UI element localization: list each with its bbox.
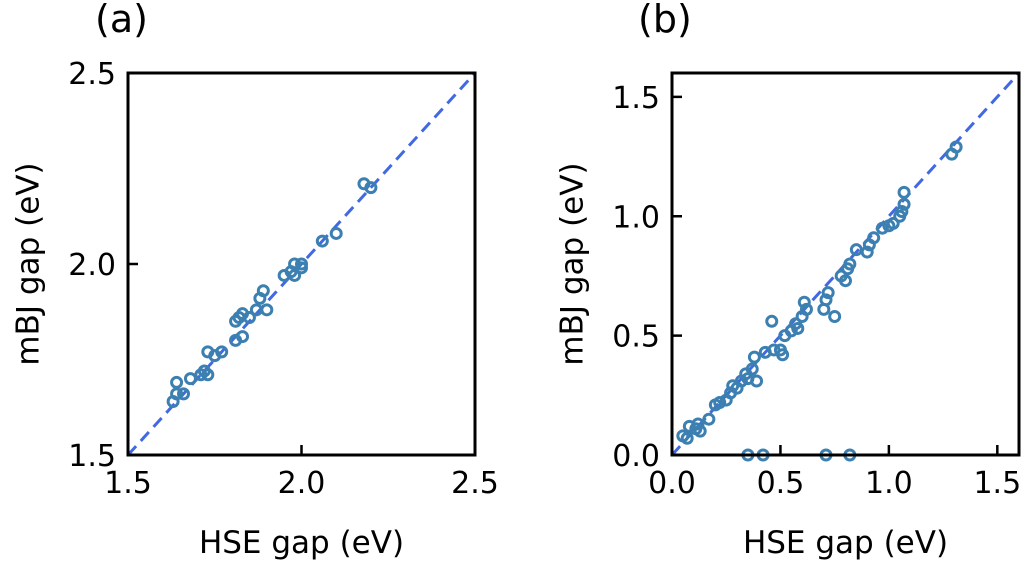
panel-b-x-tick-label: 1.0 xyxy=(865,466,913,501)
data-point xyxy=(702,412,716,426)
data-point xyxy=(949,140,963,154)
panel-a-x-tick-label: 1.5 xyxy=(104,466,152,501)
data-point xyxy=(776,348,790,362)
data-point xyxy=(183,372,197,386)
panel-a-y-tick-label: 1.5 xyxy=(68,439,116,474)
data-point xyxy=(693,424,707,438)
data-point xyxy=(791,321,805,335)
data-point xyxy=(315,234,329,248)
data-point xyxy=(177,387,191,401)
data-point xyxy=(821,286,835,300)
panel-a-plot-frame xyxy=(126,71,477,457)
data-point xyxy=(745,362,759,376)
data-point xyxy=(897,185,911,199)
data-point xyxy=(260,303,274,317)
data-point xyxy=(747,350,761,364)
panel-b-label: (b) xyxy=(638,0,692,41)
panel-a: (a) 1.5 2.0 2.5 1.5 2.0 2.5 HSE gap (eV) mBJ … xyxy=(11,0,499,561)
data-point xyxy=(765,314,779,328)
data-point xyxy=(170,375,184,389)
data-point xyxy=(799,302,813,316)
data-point xyxy=(895,204,909,218)
panel-b-plot-frame xyxy=(670,71,1021,457)
panel-a-x-axis-label: HSE gap (eV) xyxy=(199,525,404,561)
data-point xyxy=(897,197,911,211)
data-point xyxy=(860,245,874,259)
panel-b-y-tick-label: 0.5 xyxy=(612,320,660,355)
data-point xyxy=(886,216,900,230)
data-point xyxy=(242,310,256,324)
data-point xyxy=(329,226,343,240)
panel-a-x-tick-label: 2.0 xyxy=(278,466,326,501)
panel-a-label: (a) xyxy=(95,0,148,41)
data-point xyxy=(691,417,705,431)
data-point xyxy=(875,221,889,235)
data-point xyxy=(713,395,727,409)
data-point xyxy=(819,293,833,307)
panel-b-x-tick-label: 1.5 xyxy=(973,466,1021,501)
data-point xyxy=(839,274,852,288)
panel-a-x-tick-label: 2.5 xyxy=(451,466,499,501)
data-point xyxy=(201,368,215,382)
data-point xyxy=(249,303,263,317)
panel-b-x-tick-label: 0.0 xyxy=(648,466,696,501)
data-point xyxy=(867,231,881,245)
data-point xyxy=(843,257,857,271)
data-point xyxy=(256,284,270,298)
data-point xyxy=(849,243,863,257)
panel-a-y-tick-label: 2.5 xyxy=(68,57,116,92)
panel-b-y-axis-label: mBJ gap (eV) xyxy=(555,162,591,365)
data-point xyxy=(680,431,694,445)
data-point xyxy=(295,257,308,271)
panel-b-x-axis-label: HSE gap (eV) xyxy=(743,525,948,561)
panel-b-y-tick-label: 0.0 xyxy=(612,439,660,474)
panel-b-x-tick-label: 0.5 xyxy=(757,466,805,501)
panel-b-y-tick-label: 1.5 xyxy=(612,81,660,116)
data-point xyxy=(797,295,811,309)
data-point xyxy=(828,310,842,324)
data-point xyxy=(236,330,250,344)
data-point xyxy=(364,181,378,195)
panel-b: (b) 0.0 0.5 1.0 1.5 0.0 0.5 1.0 1.5 HSE gap (eV… xyxy=(555,0,1022,561)
panel-b-y-tick-label: 1.0 xyxy=(612,200,660,235)
data-point xyxy=(215,345,229,359)
data-point xyxy=(750,374,764,388)
panel-a-y-tick-label: 2.0 xyxy=(68,248,116,283)
panel-a-y-axis-label: mBJ gap (eV) xyxy=(11,162,47,365)
